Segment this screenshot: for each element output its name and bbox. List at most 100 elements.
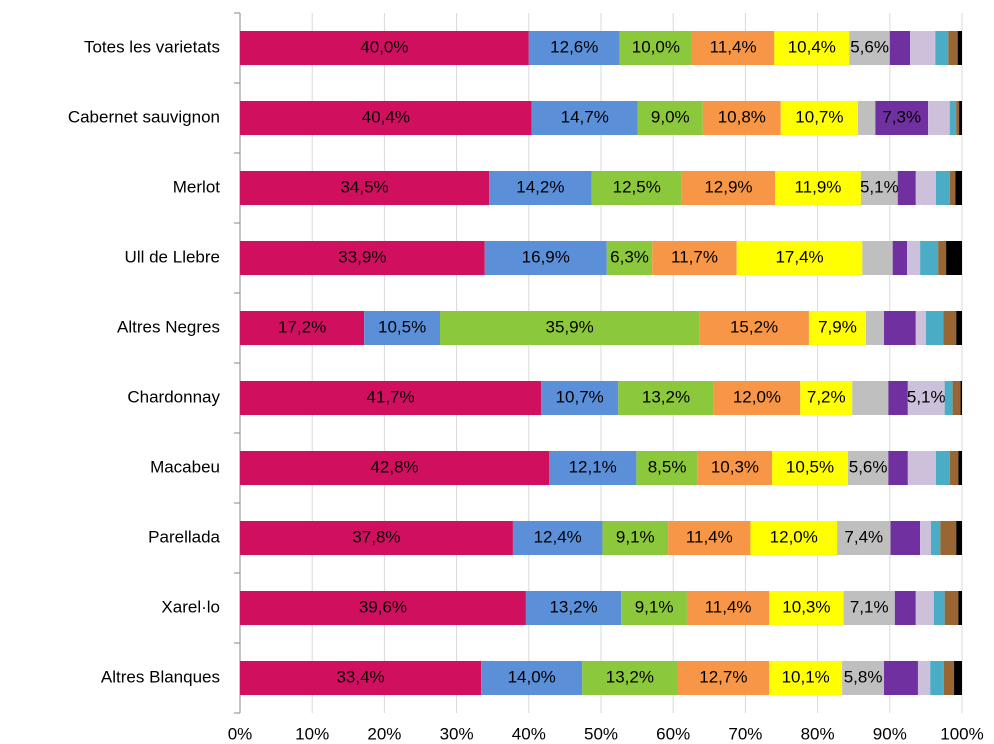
bar-segment [591,171,682,205]
bar-segment [960,381,962,415]
data-label: 12,5% [613,177,661,196]
bar-segment [668,521,751,555]
bar-segment [956,311,962,345]
x-tick-label: 40% [512,724,546,743]
data-label: 10,1% [782,667,830,686]
y-tick-label: Xarel·lo [161,597,220,616]
y-tick-label: Cabernet sauvignon [68,107,220,126]
data-label: 7,1% [850,597,889,616]
bar-segment [892,241,908,275]
data-label: 10,0% [632,37,680,56]
data-label: 12,7% [699,667,747,686]
y-tick-label: Altres Negres [117,317,220,336]
data-label: 5,1% [907,387,946,406]
data-label: 11,4% [686,527,733,546]
bar-segment [837,521,891,555]
data-label: 14,0% [508,667,556,686]
y-tick-label: Chardonnay [127,387,220,406]
bar-segment [512,521,603,555]
bar-segment [677,661,770,695]
bar-segment [952,381,961,415]
data-label: 37,8% [352,527,400,546]
bar-segment [240,381,542,415]
bar-segment [920,521,931,555]
bar-segment [949,451,959,485]
bar-segment [240,241,485,275]
data-label: 11,9% [794,177,841,196]
x-tick-label: 70% [728,724,762,743]
bar-segment [619,31,692,65]
bar-segment [956,101,960,135]
data-label: 10,7% [795,107,843,126]
bar-segment [862,241,893,275]
bar-segment [780,101,859,135]
x-tick-label: 60% [656,724,690,743]
data-label: 10,5% [378,317,426,336]
data-label: 11,4% [710,37,757,56]
data-label: 5,6% [849,457,888,476]
bar-segment [958,451,962,485]
data-label: 12,9% [704,177,752,196]
bar-segment [884,311,916,345]
bar-segment [940,521,957,555]
data-label: 14,7% [561,107,609,126]
data-label: 39,6% [359,597,407,616]
bar-segment [884,661,918,695]
bar-segment [930,661,944,695]
bar-segment [910,31,936,65]
bar-segment [958,591,962,625]
data-label: 7,2% [807,387,846,406]
bar-segment [691,31,775,65]
bar-segment [240,311,365,345]
bar-segment [637,101,703,135]
bar-segment [944,381,953,415]
data-label: 14,2% [516,177,564,196]
bar-segment [949,101,957,135]
data-label: 15,2% [730,317,778,336]
x-tick-label: 100% [940,724,983,743]
bar-segment [920,241,939,275]
bar-segment [943,311,957,345]
data-label: 9,1% [635,597,674,616]
bar-segment [525,591,622,625]
bar-segment [699,311,809,345]
x-tick-label: 30% [440,724,474,743]
bar-segment [915,171,937,205]
data-label: 16,9% [522,247,570,266]
bar-segment [240,101,532,135]
bar-segment [948,31,958,65]
bar-segment [775,171,861,205]
bar-segment [938,241,947,275]
bar-segment [865,311,885,345]
bar-segment [915,311,926,345]
bar-segment [541,381,619,415]
data-label: 17,2% [278,317,326,336]
data-label: 10,5% [786,457,834,476]
y-tick-label: Macabeu [150,457,220,476]
bar-segment [897,171,916,205]
bar-segment [959,101,962,135]
bar-segment [481,661,583,695]
data-label: 9,1% [616,527,655,546]
bar-segment [890,521,921,555]
bar-segment [702,101,781,135]
y-tick-label: Merlot [173,177,221,196]
bar-segment [240,661,482,695]
data-label: 42,8% [370,457,418,476]
bar-segment [549,451,637,485]
bar-segment [364,311,440,345]
bar-segment [849,31,890,65]
bar-segment [944,591,959,625]
bar-segment [888,381,908,415]
bar-segment [808,311,866,345]
bar-segment [606,241,653,275]
data-label: 12,0% [733,387,781,406]
bar-segment [956,521,962,555]
bar-segment [858,101,876,135]
bar-segment [933,591,945,625]
y-tick-label: Ull de Llebre [125,247,220,266]
bar-segment [843,591,895,625]
bar-segment [582,661,678,695]
bar-segment [772,451,848,485]
